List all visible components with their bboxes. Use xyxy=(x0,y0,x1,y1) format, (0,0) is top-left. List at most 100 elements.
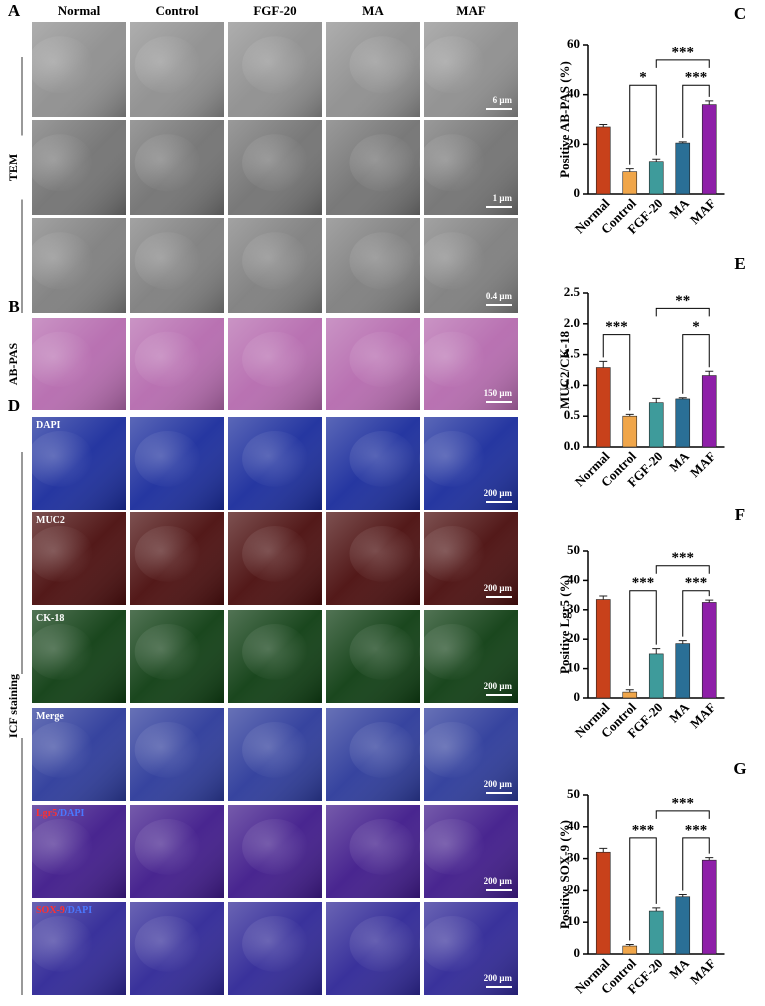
channel-label: DAPI xyxy=(36,420,61,431)
bar xyxy=(595,851,611,955)
micrograph-texture xyxy=(349,915,416,972)
micrograph-texture xyxy=(27,623,94,680)
micrograph-texture xyxy=(27,36,94,94)
x-tick-label: MAF xyxy=(687,196,719,228)
y-tick-label: 20 xyxy=(567,630,580,645)
channel-label-part: MUC2 xyxy=(36,515,65,526)
scale-bar-label: 1 μm xyxy=(493,193,513,203)
error-bar xyxy=(705,370,714,376)
error-bar xyxy=(625,413,634,417)
significance-bracket xyxy=(629,84,657,165)
channel-label-part: Merge xyxy=(36,711,64,722)
bar xyxy=(675,398,691,448)
bar xyxy=(675,896,691,955)
micrograph-texture xyxy=(349,430,416,487)
y-tick-label: 20 xyxy=(567,881,580,896)
y-tick-label: 1.5 xyxy=(564,346,581,361)
micrograph-texture xyxy=(134,721,201,778)
error-bar xyxy=(625,689,634,693)
y-tick-label: 2.0 xyxy=(564,315,580,330)
channel-label: SOX-9/DAPI xyxy=(36,905,92,916)
micrograph-texture xyxy=(349,721,416,778)
y-tick-label: 30 xyxy=(567,850,580,865)
significance-label: *** xyxy=(672,550,695,566)
y-tick-label: 40 xyxy=(567,818,580,833)
micrograph-texture xyxy=(419,36,486,94)
y-tick-label: 30 xyxy=(567,601,580,616)
significance-label: *** xyxy=(672,795,695,811)
error-bar xyxy=(678,640,687,644)
error-bar xyxy=(705,857,714,861)
significance-label: *** xyxy=(685,822,708,838)
y-tick-label: 0.0 xyxy=(564,438,580,453)
micrograph-texture xyxy=(27,232,94,290)
micrograph-texture xyxy=(134,232,201,290)
micrograph-texture xyxy=(419,915,486,972)
label-backing xyxy=(6,135,24,200)
column-header: MAF xyxy=(456,3,486,18)
column-header: MA xyxy=(362,3,384,18)
channel-label: Merge xyxy=(36,711,64,722)
scale-bar-label: 200 μm xyxy=(484,876,513,886)
y-tick-label: 10 xyxy=(567,660,580,675)
significance-bracket xyxy=(602,334,631,411)
micrograph-texture xyxy=(419,721,486,778)
error-bar xyxy=(652,907,661,912)
bar xyxy=(701,602,717,699)
y-axis-label: Positive Lgr5 (%) xyxy=(557,575,572,674)
significance-bracket xyxy=(682,590,710,637)
y-tick-label: 0 xyxy=(574,689,581,704)
micrograph-texture xyxy=(27,818,94,875)
y-tick-label: 40 xyxy=(567,86,580,101)
micrograph-texture xyxy=(134,915,201,972)
group-label: ICF staining xyxy=(6,674,20,738)
error-bar xyxy=(652,397,661,403)
panel-label: C xyxy=(734,4,746,23)
x-tick-label: MAF xyxy=(687,956,719,988)
y-tick-label: 60 xyxy=(567,36,580,51)
significance-label: * xyxy=(692,319,700,335)
scale-bar-label: 200 μm xyxy=(484,583,513,593)
micrograph-texture xyxy=(419,331,486,387)
micrograph-texture xyxy=(242,430,308,487)
bar xyxy=(701,375,717,448)
panel-label: E xyxy=(734,254,745,273)
bar xyxy=(622,691,638,699)
significance-bracket xyxy=(655,307,710,317)
significance-label: * xyxy=(639,70,647,86)
x-tick-label: MAF xyxy=(687,700,719,732)
y-axis-label: MUC2/CK-18 xyxy=(557,331,572,409)
bar xyxy=(622,945,638,955)
y-tick-label: 1.0 xyxy=(564,376,580,391)
bar xyxy=(648,402,664,448)
error-bar xyxy=(599,123,608,127)
y-tick-label: 10 xyxy=(567,913,580,928)
channel-label-part: DAPI xyxy=(36,420,61,431)
channel-label-part: /DAPI xyxy=(64,905,92,916)
significance-label: *** xyxy=(685,575,708,591)
error-bar xyxy=(599,847,608,853)
micrograph-texture xyxy=(134,331,201,387)
micrograph-texture xyxy=(419,818,486,875)
error-bar xyxy=(705,100,714,105)
y-tick-label: 50 xyxy=(567,542,580,557)
micrograph-texture xyxy=(27,430,94,487)
y-tick-label: 0 xyxy=(574,945,581,960)
error-bar xyxy=(625,168,634,172)
error-bar xyxy=(652,648,661,654)
bar xyxy=(648,161,664,195)
y-tick-label: 50 xyxy=(567,786,580,801)
significance-label: ** xyxy=(675,293,690,309)
error-bar xyxy=(625,943,634,947)
channel-label: CK-18 xyxy=(36,613,64,624)
significance-label: *** xyxy=(632,575,655,591)
channel-label: Lgr5/DAPI xyxy=(36,808,84,819)
significance-bracket xyxy=(655,810,710,819)
scale-bar-label: 150 μm xyxy=(484,388,513,398)
scale-bar-label: 200 μm xyxy=(484,681,513,691)
micrograph-texture xyxy=(242,36,308,94)
micrograph-texture xyxy=(134,623,201,680)
significance-label: *** xyxy=(632,822,655,838)
panel-label: D xyxy=(8,396,20,415)
micrograph-texture xyxy=(349,818,416,875)
